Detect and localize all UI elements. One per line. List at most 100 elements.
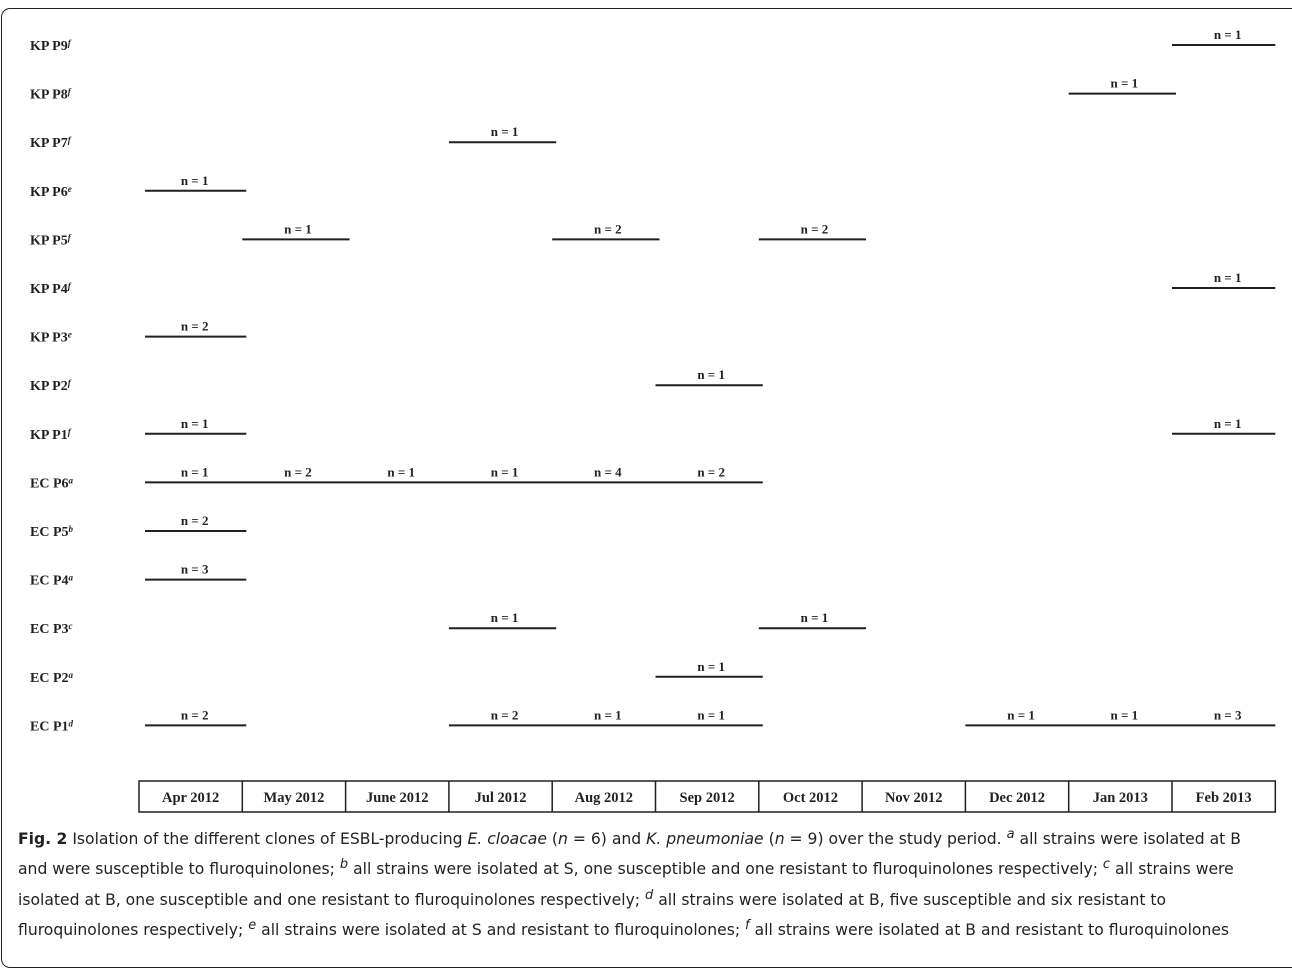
clone-row: EC P3c n = 1 n = 1 [30,610,867,637]
month-tick-label: Sep 2012 [680,790,735,806]
row-label-text: KP P7 [30,136,68,151]
month-tick-label: June 2012 [366,790,428,806]
month-tick-label: Oct 2012 [783,790,838,806]
segment-count-label: n = 2 [181,319,209,334]
clone-row: KP P5f n = 1 n = 2 n = 2 [30,221,867,248]
row-label-superscript: d [69,718,74,728]
row-label: KP P8f [30,87,72,103]
segment-count-label: n = 4 [594,464,622,479]
segment-count-label: n = 2 [594,221,622,236]
row-label-superscript: f [68,232,72,242]
segment-count-label: n = 1 [697,659,725,674]
row-label-text: EC P2 [30,671,69,686]
segment-count-label: n = 1 [387,464,415,479]
segment-count-label: n = 1 [1214,416,1242,431]
month-axis-box [138,780,1277,813]
segment-count-label: n = 1 [284,221,312,236]
segment-count-label: n = 2 [801,221,829,236]
row-label-superscript: a [69,573,74,583]
row-label: KP P7f [30,135,72,151]
segment-count-label: n = 1 [491,124,519,139]
row-label: EC P3c [30,621,73,637]
segment-count-label: n = 2 [181,707,209,722]
segment-count-label: n = 1 [697,367,725,382]
segment-count-label: n = 1 [1111,76,1139,91]
clone-row: KP P2f n = 1 [30,367,763,394]
row-label-superscript: f [68,378,72,388]
row-label: KP P3e [30,330,72,346]
segment-count-label: n = 1 [1214,27,1242,42]
row-label-superscript: b [69,524,74,534]
row-label-text: EC P1 [30,719,69,734]
row-label-text: EC P5 [30,525,69,540]
month-axis: Apr 2012 May 2012 June 2012 Jul 2012 Aug 201… [138,780,1277,813]
month-tick-label: May 2012 [264,790,325,806]
clone-row: KP P6e n = 1 [30,173,247,200]
segment-count-label: n = 1 [801,610,829,625]
month-tick-label: Jan 2013 [1093,790,1148,806]
segment-count-label: n = 2 [491,707,519,722]
segment-count-label: n = 3 [181,562,209,577]
row-label-text: KP P3 [30,331,68,346]
row-label: KP P4f [30,281,72,297]
caption-text: Isolation of the different clones of ESB… [18,827,1241,939]
month-tick-label: Nov 2012 [885,790,943,806]
clone-row: EC P2a n = 1 [30,659,763,686]
clone-row: KP P8f n = 1 [30,76,1176,103]
row-label-superscript: f [68,87,72,97]
segment-count-label: n = 2 [697,464,725,479]
month-tick-label: Dec 2012 [989,790,1045,806]
segment-count-label: n = 1 [1007,707,1035,722]
row-label-text: KP P8 [30,88,68,103]
row-label: EC P5b [30,524,74,540]
segment-count-label: n = 1 [491,610,519,625]
clone-row: EC P1d n = 2 n = 2 n = 1 n = 1 n = 1 n = 1 n = … [30,707,1276,734]
row-label-superscript: f [68,281,72,291]
row-label-text: KP P2 [30,379,68,394]
segment-count-label: n = 1 [491,464,519,479]
month-tick-label: Jul 2012 [475,790,527,806]
row-label-text: EC P3 [30,622,69,637]
clone-row: KP P7f n = 1 [30,124,557,151]
row-label: EC P4a [30,573,74,589]
row-label-text: KP P6 [30,185,68,200]
row-label-text: KP P9 [30,39,68,54]
row-label-superscript: f [68,427,72,437]
segment-count-label: n = 1 [594,707,622,722]
month-tick-label: Apr 2012 [162,790,219,806]
row-label: KP P6e [30,184,72,200]
clone-row: EC P5b n = 2 [30,513,247,540]
row-label-superscript: a [69,475,74,485]
row-label-superscript: f [68,135,72,145]
clone-row: EC P6a n = 1 n = 2 n = 1 n = 1 n = 4 n = 2 [30,464,763,491]
segment-count-label: n = 1 [1111,707,1139,722]
row-label-text: EC P4 [30,574,69,589]
clone-row: EC P4a n = 3 [30,562,247,589]
month-tick-label: Aug 2012 [575,790,633,806]
row-label: KP P5f [30,232,72,248]
row-label: KP P1f [30,427,72,443]
row-label-superscript: e [68,330,72,340]
segment-count-label: n = 1 [181,416,209,431]
row-label-text: KP P1 [30,428,68,443]
segment-count-label: n = 1 [181,464,209,479]
clone-row: KP P3e n = 2 [30,319,247,346]
row-label-superscript: c [69,621,73,631]
row-label: KP P2f [30,378,72,394]
row-label-text: KP P4 [30,282,68,297]
segment-count-label: n = 3 [1214,707,1242,722]
row-label-superscript: e [68,184,72,194]
row-label-text: KP P5 [30,233,68,248]
clone-row: KP P1f n = 1 n = 1 [30,416,1276,443]
row-label-superscript: f [68,38,72,48]
row-label: KP P9f [30,38,72,54]
row-label-text: EC P6 [30,476,69,491]
month-tick-label: Feb 2013 [1196,790,1252,806]
segment-count-label: n = 1 [697,707,725,722]
row-label-superscript: a [69,670,74,680]
segment-count-label: n = 2 [181,513,209,528]
clone-row: KP P9f n = 1 [30,27,1276,54]
segment-count-label: n = 1 [181,173,209,188]
